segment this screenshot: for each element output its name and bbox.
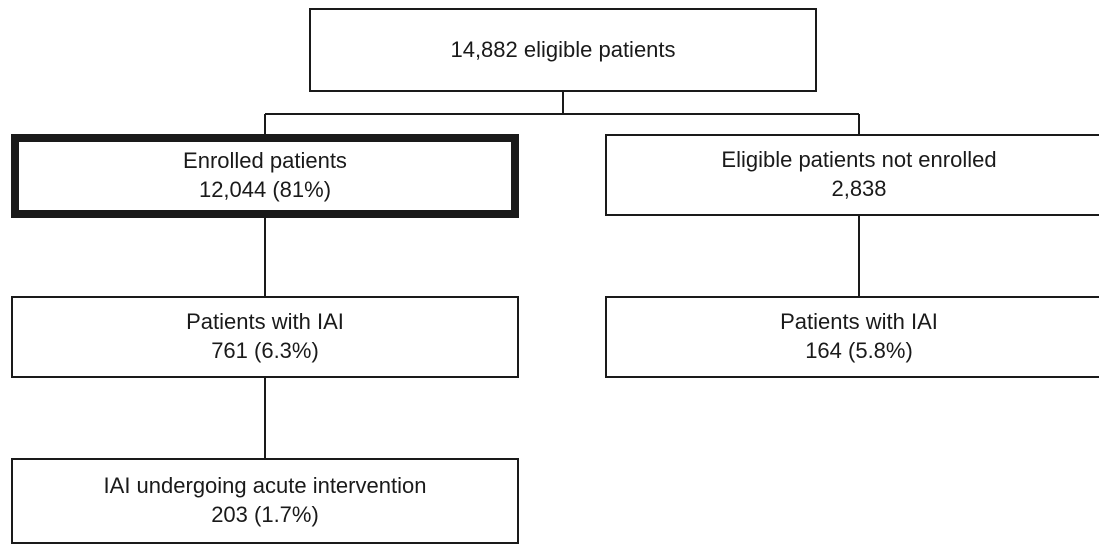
node-enrolled-patients-line-2: 12,044 (81%) [198, 177, 332, 202]
node-acute-intervention: IAI undergoing acute intervention 203 (1… [11, 458, 519, 544]
node-acute-intervention-line-1: IAI undergoing acute intervention [103, 473, 427, 499]
node-not-enrolled-line-1: Eligible patients not enrolled [721, 147, 997, 173]
node-not-enrolled-iai-line-1: Patients with IAI [780, 309, 938, 335]
node-enrolled-iai-line-2: 761 (6.3%) [211, 338, 319, 363]
node-enrolled-patients-line-1: Enrolled patients [183, 148, 347, 174]
node-not-enrolled-iai-line-2: 164 (5.8%) [805, 338, 913, 363]
node-enrolled-iai-line-1: Patients with IAI [186, 309, 344, 335]
node-not-enrolled: Eligible patients not enrolled 2,838 [605, 134, 1099, 216]
node-enrolled-patients: Enrolled patients 12,044 (81%) [11, 134, 519, 218]
node-eligible-patients: 14,882 eligible patients [309, 8, 817, 92]
node-not-enrolled-line-2: 2,838 [831, 176, 887, 201]
node-eligible-patients-line-1: 14,882 eligible patients [450, 36, 676, 62]
node-acute-intervention-line-2: 203 (1.7%) [211, 502, 319, 527]
node-not-enrolled-iai: Patients with IAI 164 (5.8%) [605, 296, 1099, 378]
node-enrolled-iai: Patients with IAI 761 (6.3%) [11, 296, 519, 378]
